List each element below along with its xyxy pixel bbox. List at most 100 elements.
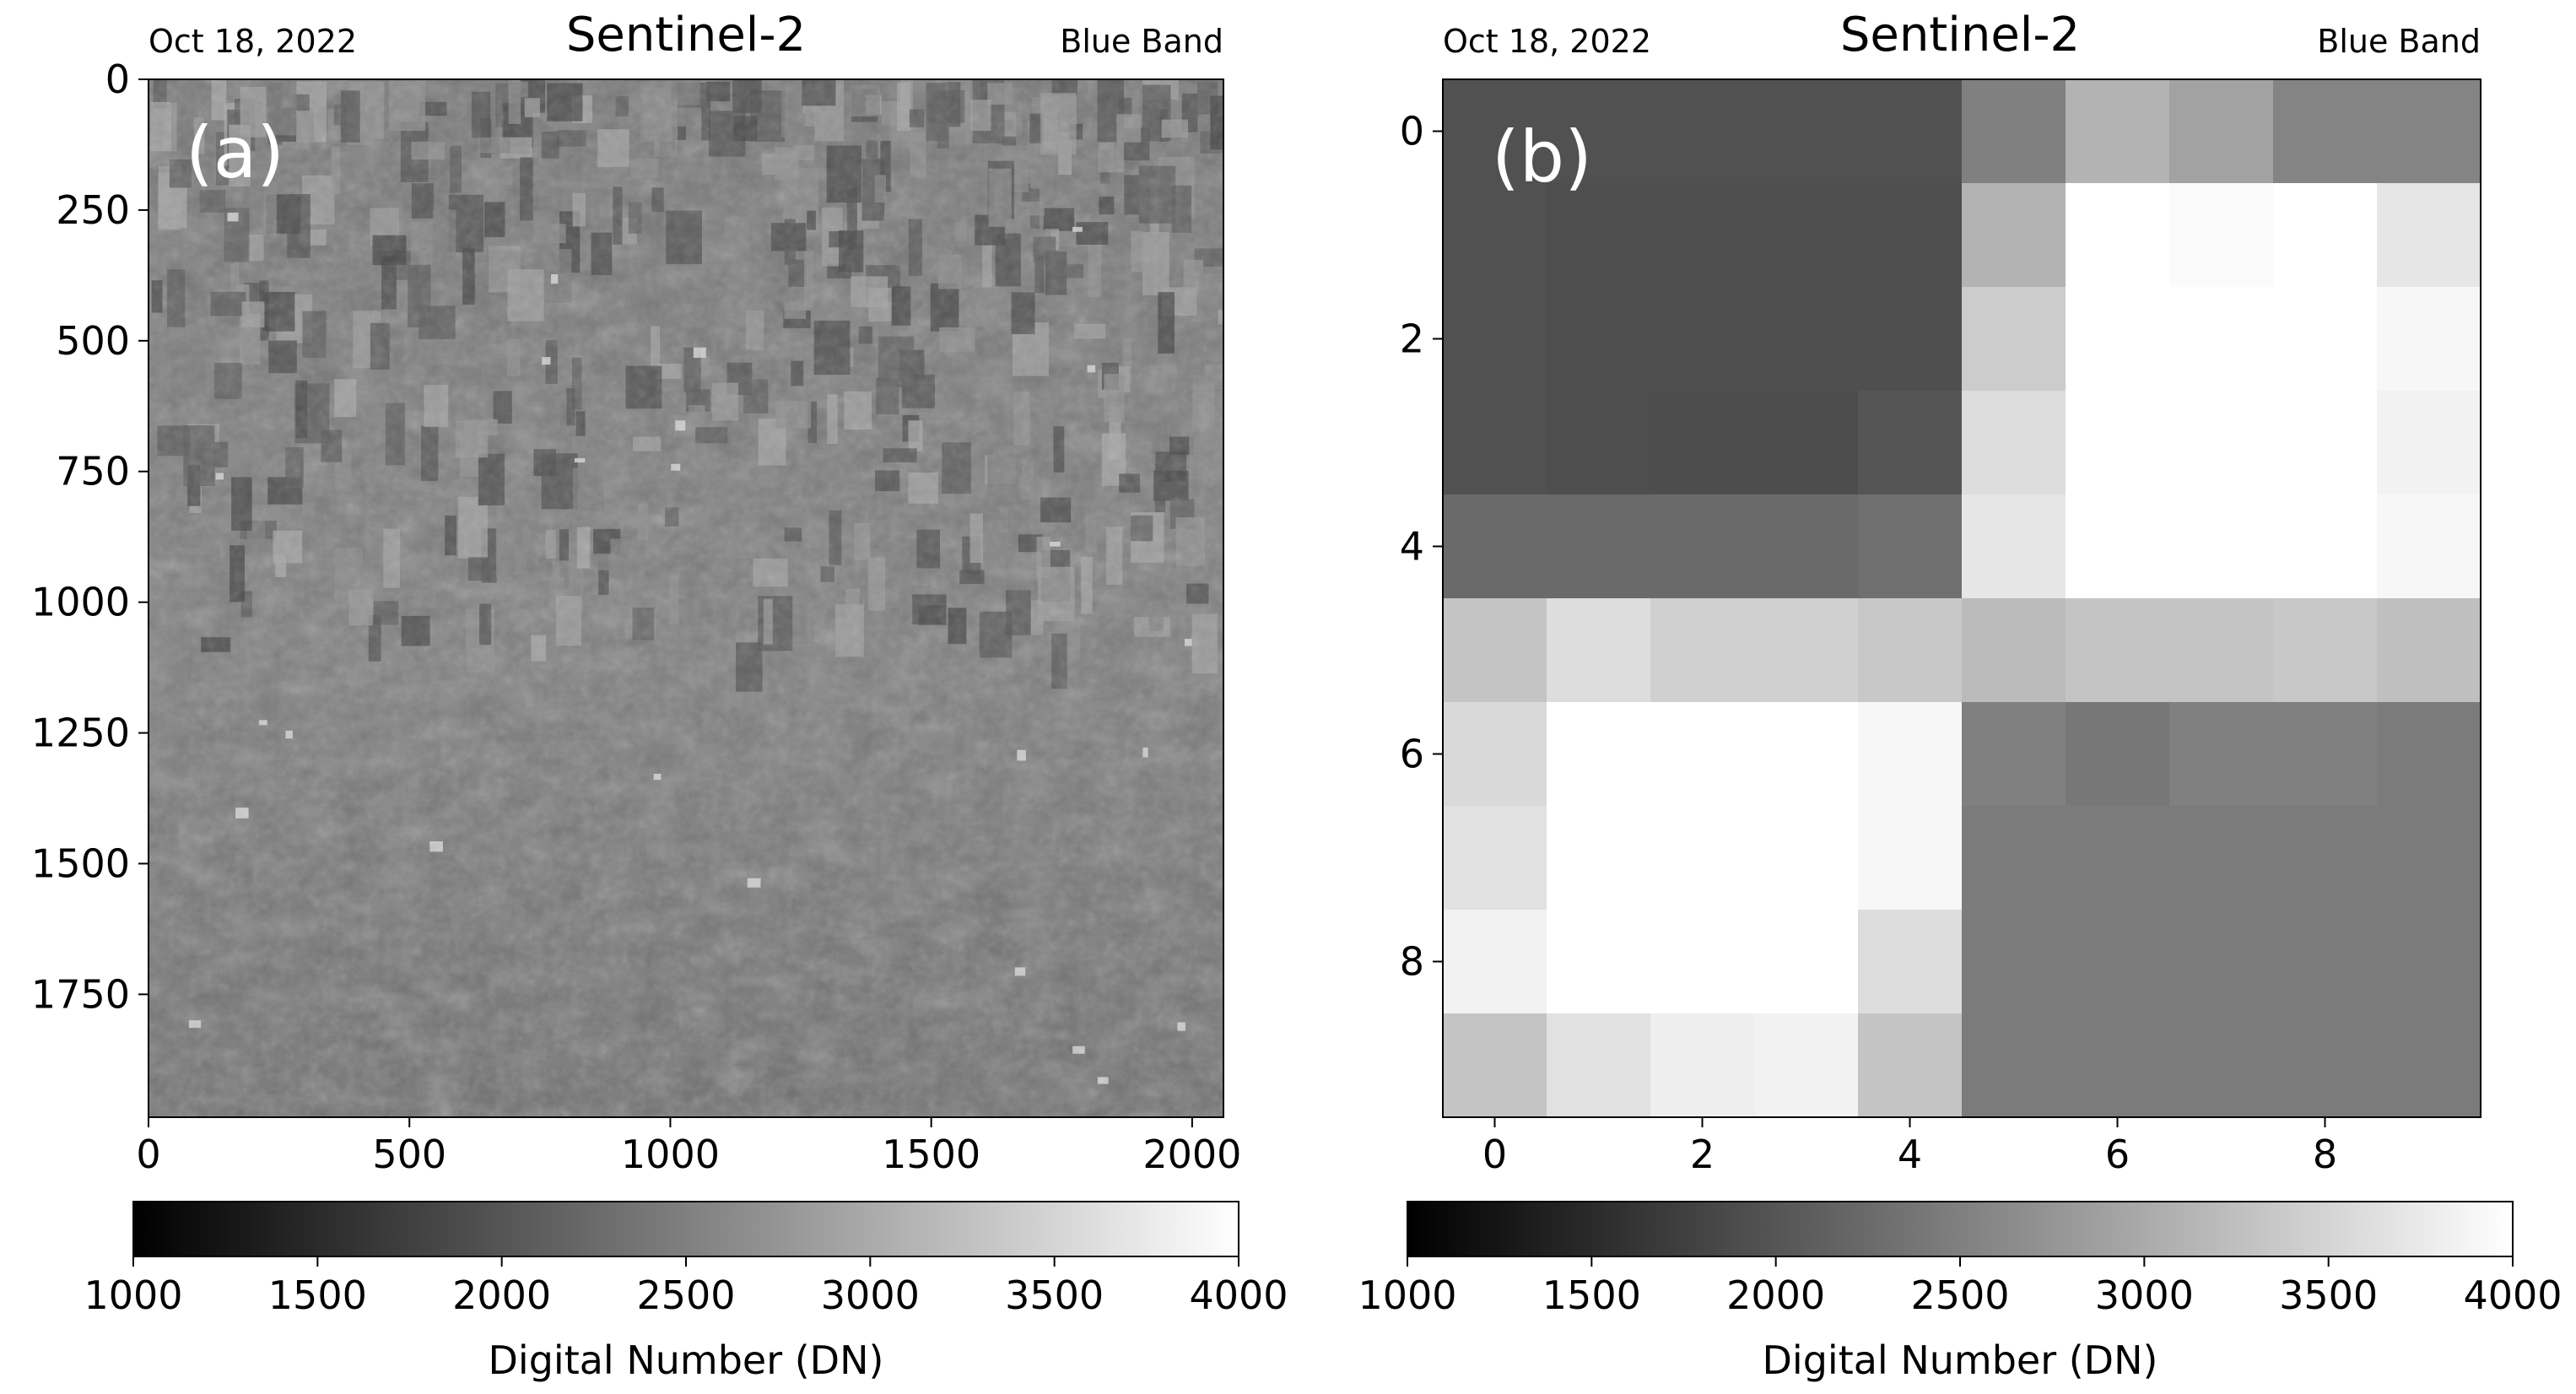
heatmap-cell [2273,702,2378,807]
heatmap-cell [1858,287,1963,392]
heatmap-cell [1962,1013,2066,1118]
colorbar-tick-label: 3500 [2279,1272,2378,1318]
heatmap-cell [1443,391,1547,495]
heatmap-cell [2377,598,2481,703]
panel-b-colorbar-label: Digital Number (DN) [1763,1337,2158,1383]
heatmap-cell [2377,79,2481,184]
heatmap-cell [1547,806,1651,910]
heatmap-cell [2377,183,2481,288]
heatmap-cell [1650,494,1755,599]
heatmap-cell [1858,702,1963,807]
heatmap-cell [1962,79,2066,184]
heatmap-cell [1547,287,1651,392]
heatmap-cell [2377,494,2481,599]
x-tick-label: 8 [2313,1132,2337,1177]
heatmap-cell [2273,287,2378,392]
heatmap-cell [1547,391,1651,495]
colorbar-tick-label: 2500 [636,1272,735,1318]
heatmap-cell [2377,910,2481,1014]
panel-b-colorbar [1407,1201,2514,1257]
heatmap-cell [2169,183,2274,288]
y-tick-label: 750 [56,449,130,494]
panel-a: Oct 18, 2022 Sentinel-2 Blue Band (a) 0 5… [31,8,1288,1383]
heatmap-cell [1754,391,1859,495]
heatmap-cell [2169,287,2274,392]
heatmap-cell [1443,79,1547,184]
heatmap-cell [1443,598,1547,703]
heatmap-cell [2273,79,2378,184]
heatmap-cell [1962,806,2066,910]
heatmap-cell [2169,494,2274,599]
heatmap-cell [2066,910,2170,1014]
y-tick-label: 1750 [31,971,130,1017]
heatmap-cell [2377,287,2481,392]
heatmap-cell [2169,391,2274,495]
heatmap-cell [2377,806,2481,910]
panel-a-colorbar-label: Digital Number (DN) [489,1337,884,1383]
heatmap-cell [1443,183,1547,288]
panel-b: Oct 18, 2022 Sentinel-2 Blue Band (b) 0 2… [1358,8,2562,1383]
heatmap-cell [1547,183,1651,288]
heatmap-cell [1547,702,1651,807]
heatmap-cell [2169,806,2274,910]
panel-b-colorbar-ticks: 1000 1500 2000 2500 3000 3500 4000 [1358,1256,2562,1318]
colorbar-tick-label: 2000 [452,1272,551,1318]
colorbar-tick-label: 1500 [1542,1272,1641,1318]
panel-a-colorbar-ticks: 1000 1500 2000 2500 3000 3500 4000 [84,1256,1288,1318]
heatmap-cell [1962,598,2066,703]
heatmap-cell [1858,806,1963,910]
heatmap-cell [1443,910,1547,1014]
heatmap-cell [1858,391,1963,495]
heatmap-cell [1650,79,1755,184]
heatmap-cell [1650,910,1755,1014]
heatmap-cell [2169,702,2274,807]
x-tick-label: 2 [1690,1132,1715,1177]
heatmap-cell [2169,1013,2274,1118]
colorbar-tick-label: 1000 [1358,1272,1456,1318]
heatmap-cell [1650,183,1755,288]
panel-b-heatmap [1443,79,2481,1118]
colorbar-tick-label: 1000 [84,1272,182,1318]
field-patch [1223,112,1254,160]
panel-b-axes: 0 2 4 6 8 0 2 4 6 8 [1400,109,2337,1178]
panel-b-plot-frame [1442,78,2481,1118]
heatmap-cell [1754,910,1859,1014]
heatmap-cell [2273,494,2378,599]
heatmap-cell [2066,287,2170,392]
y-tick-label: 0 [105,57,130,102]
y-tick-label: 500 [56,318,130,364]
heatmap-cell [1858,79,1963,184]
colorbar-tick-label: 3500 [1005,1272,1104,1318]
y-tick-label: 1250 [31,711,130,756]
heatmap-cell [1443,1013,1547,1118]
colorbar-tick-label: 2500 [1910,1272,2009,1318]
heatmap-cell [2273,391,2378,495]
y-tick-label: 2 [1400,316,1424,362]
heatmap-cell [1650,391,1755,495]
colorbar-tick-label: 2000 [1726,1272,1825,1318]
heatmap-cell [1962,494,2066,599]
heatmap-cell [2066,391,2170,495]
heatmap-cell [2066,79,2170,184]
heatmap-cell [1650,598,1755,703]
x-tick-label: 500 [372,1132,446,1177]
heatmap-cell [2169,79,2274,184]
heatmap-cell [1962,183,2066,288]
heatmap-cell [1754,702,1859,807]
y-tick-label: 4 [1400,524,1424,570]
heatmap-cell [2066,806,2170,910]
heatmap-cell [1443,702,1547,807]
panel-a-band: Blue Band [1060,23,1223,60]
heatmap-cell [1547,910,1651,1014]
colorbar-tick-label: 1500 [268,1272,367,1318]
y-tick-label: 1000 [31,580,130,625]
heatmap-cell [1547,598,1651,703]
panel-a-plot-frame [148,78,1224,1118]
panel-b-date: Oct 18, 2022 [1443,23,1651,60]
panel-b-title: Sentinel-2 [1840,8,2080,62]
heatmap-cell [1443,287,1547,392]
x-tick-label: 6 [2105,1132,2130,1177]
heatmap-cell [1754,598,1859,703]
panel-a-date: Oct 18, 2022 [149,23,357,60]
